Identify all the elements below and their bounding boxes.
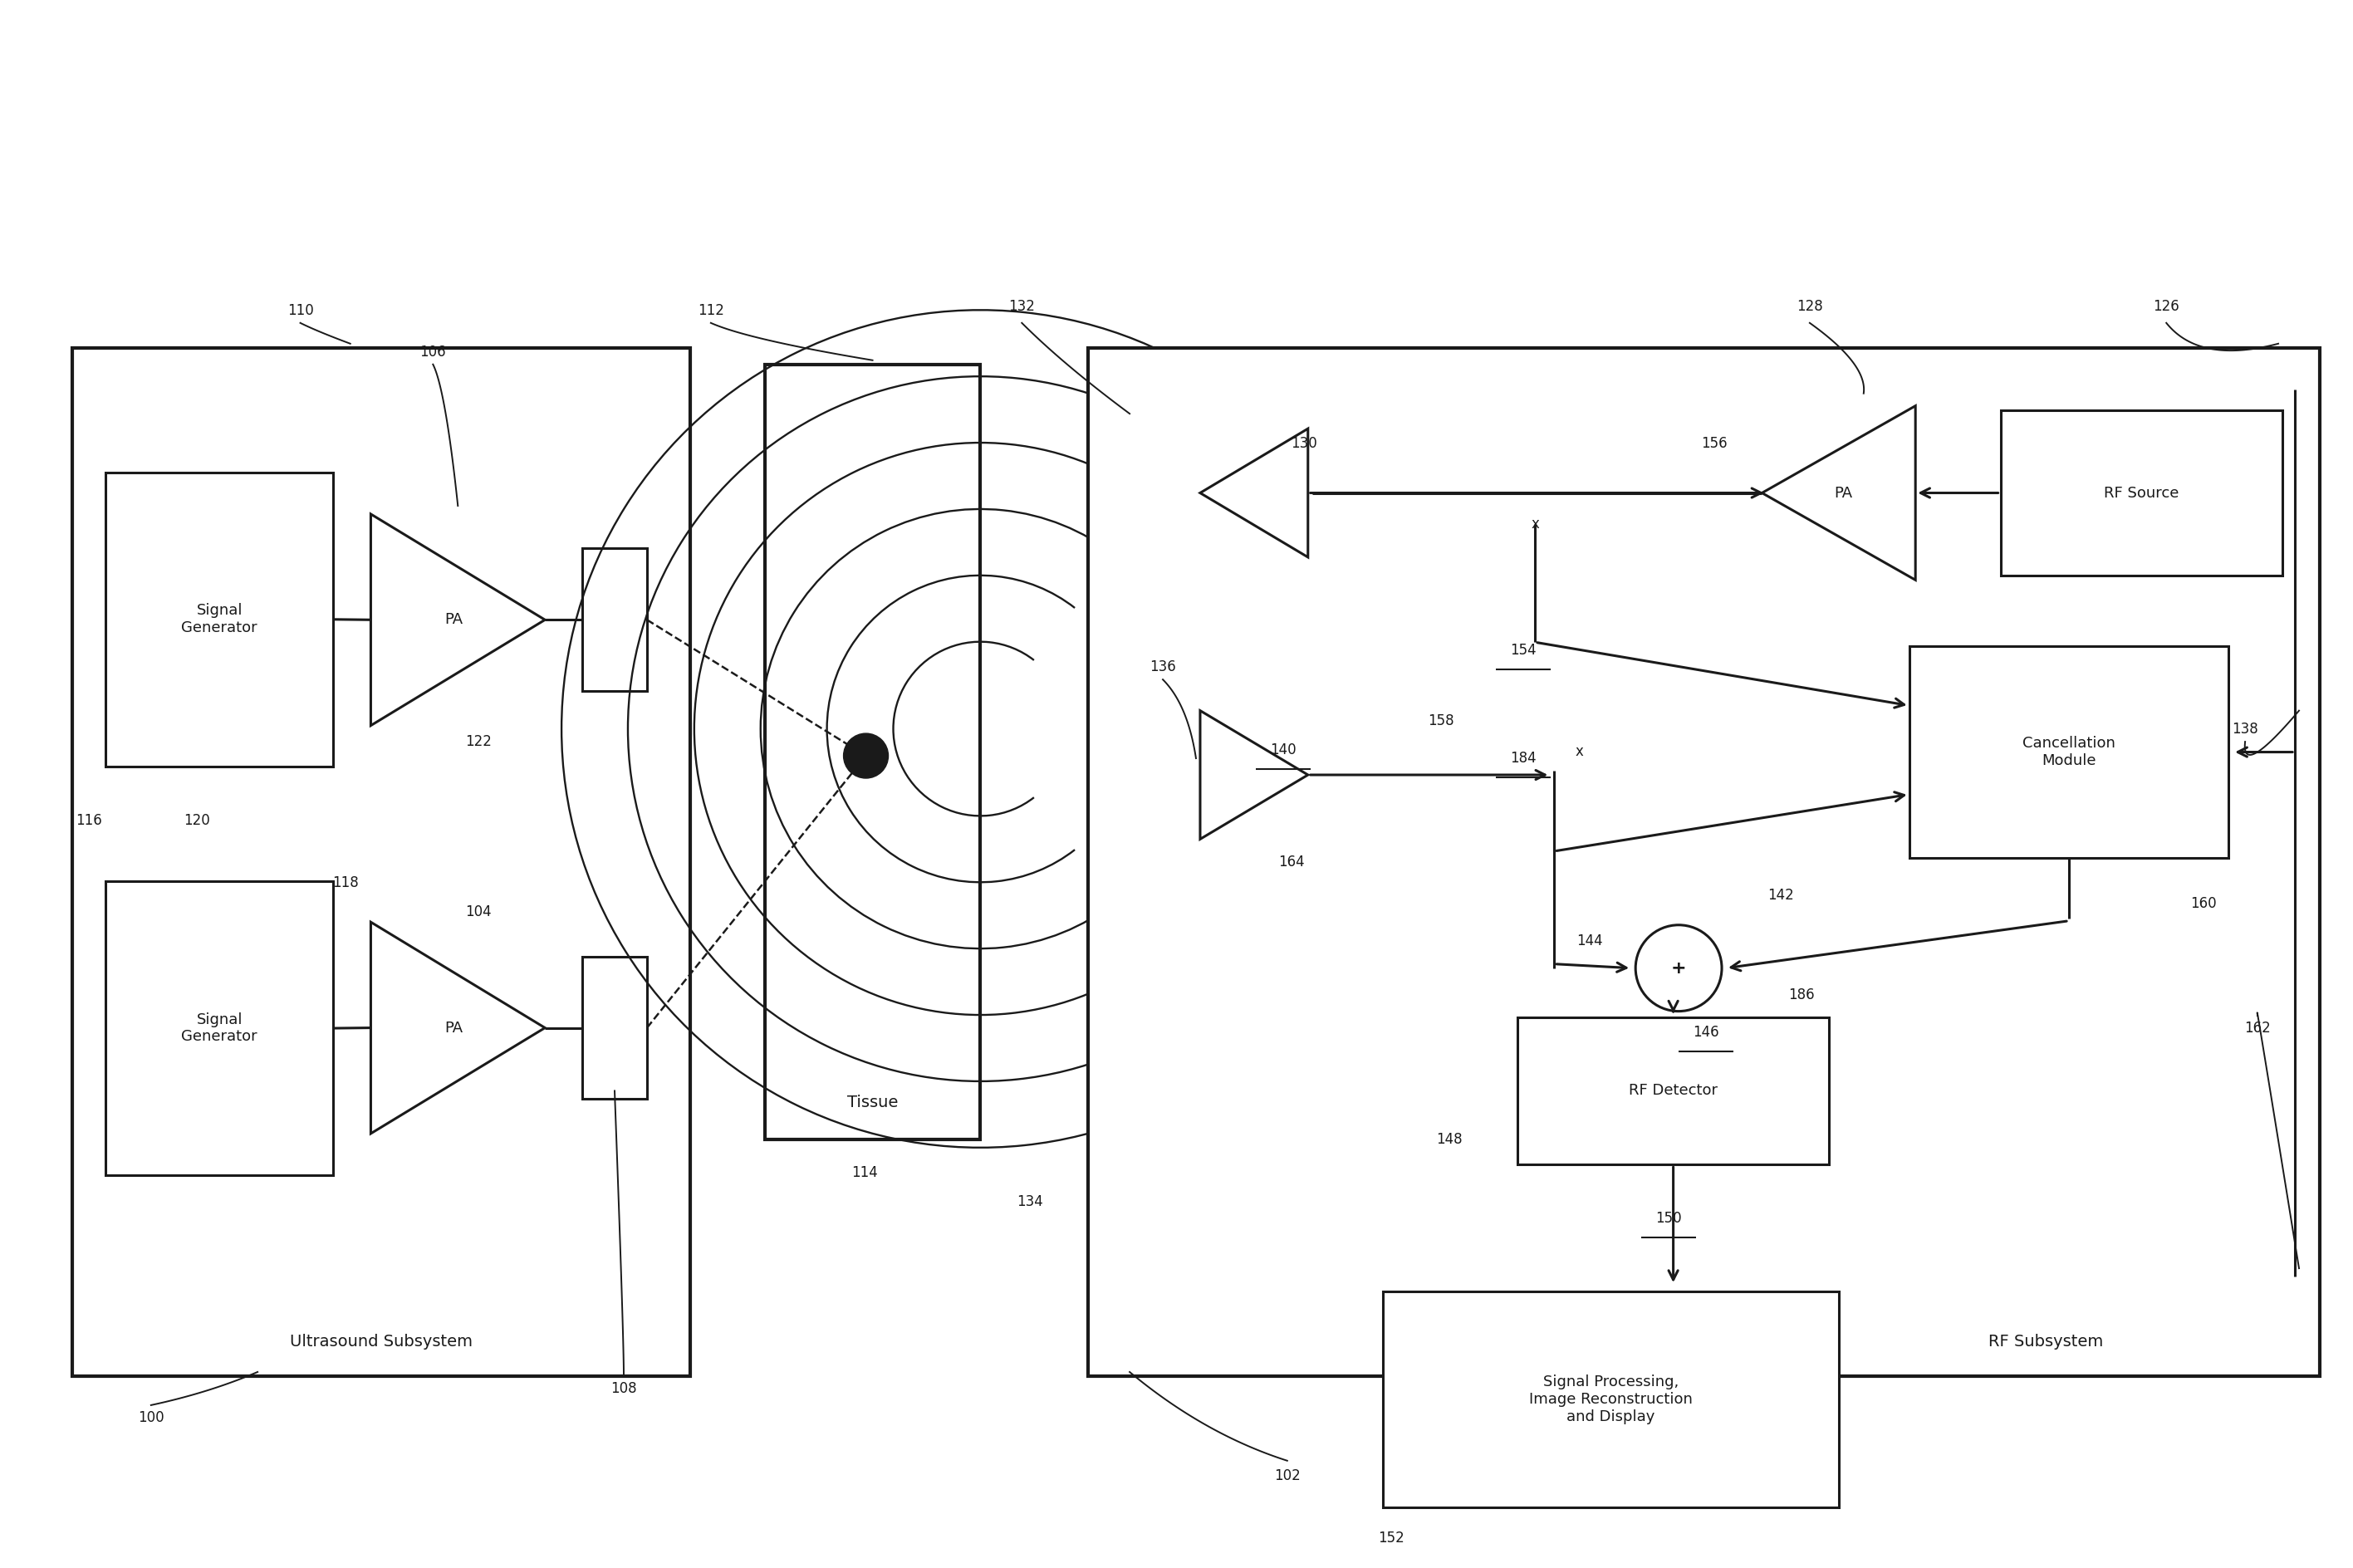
Text: Tissue: Tissue [847,1094,899,1110]
Text: 116: 116 [75,814,101,828]
Text: 118: 118 [332,875,360,891]
Text: 164: 164 [1278,855,1304,869]
Bar [1384,1292,1838,1507]
Text: Signal
Generator: Signal Generator [181,1011,256,1044]
Text: 134: 134 [1016,1195,1042,1209]
Text: Signal
Generator: Signal Generator [181,604,256,635]
Circle shape [1635,925,1722,1011]
Text: 140: 140 [1271,743,1297,757]
Text: 150: 150 [1657,1210,1682,1226]
Text: 100: 100 [139,1410,165,1425]
Bar [1518,1018,1828,1165]
Text: RF Detector: RF Detector [1628,1083,1718,1098]
Text: 144: 144 [1577,933,1602,949]
Text: +: + [1671,960,1687,977]
Text: 142: 142 [1767,887,1793,903]
Text: 104: 104 [466,905,492,919]
Text: PA: PA [1833,486,1852,500]
Text: 130: 130 [1289,436,1318,450]
Text: RF Source: RF Source [2104,486,2179,500]
Text: 186: 186 [1788,988,1814,1002]
Bar [106,472,334,767]
Text: 162: 162 [2245,1021,2271,1035]
Text: PA: PA [445,613,464,627]
Text: 154: 154 [1511,643,1537,659]
Text: 120: 120 [184,814,209,828]
Text: Cancellation
Module: Cancellation Module [2024,735,2115,768]
Text: 160: 160 [2191,895,2217,911]
Text: 128: 128 [1798,299,1824,314]
Circle shape [842,734,889,778]
Bar [581,956,647,1099]
Bar [2000,409,2282,575]
Bar [106,881,334,1176]
Text: RF Subsystem: RF Subsystem [1988,1333,2104,1348]
Bar [73,348,689,1377]
Bar [765,364,981,1140]
Text: 148: 148 [1435,1132,1461,1148]
Bar [581,549,647,691]
Text: 110: 110 [287,303,313,318]
Text: 122: 122 [466,734,492,750]
Text: 102: 102 [1273,1468,1301,1483]
Text: 106: 106 [419,345,447,359]
Text: 184: 184 [1511,751,1537,765]
Text: 146: 146 [1692,1024,1720,1040]
Polygon shape [1200,428,1308,557]
Text: 108: 108 [612,1381,638,1396]
Polygon shape [372,922,546,1134]
Text: 152: 152 [1379,1530,1405,1546]
Text: Ultrasound Subsystem: Ultrasound Subsystem [289,1333,473,1348]
Text: 132: 132 [1009,299,1035,314]
Text: 136: 136 [1151,660,1176,674]
Polygon shape [1762,406,1915,580]
Text: 138: 138 [2233,721,2259,737]
Text: 112: 112 [696,303,725,318]
Text: x: x [1574,745,1584,759]
Text: PA: PA [445,1021,464,1035]
Text: 156: 156 [1701,436,1727,450]
Bar [1908,646,2228,858]
Text: 126: 126 [2153,299,2179,314]
Text: 114: 114 [852,1165,878,1181]
Text: 158: 158 [1428,713,1454,729]
Polygon shape [1200,710,1308,839]
Text: Signal Processing,
Image Reconstruction
and Display: Signal Processing, Image Reconstruction … [1529,1375,1692,1424]
Bar [1087,348,2320,1377]
Text: x: x [1532,517,1539,532]
Polygon shape [372,514,546,726]
